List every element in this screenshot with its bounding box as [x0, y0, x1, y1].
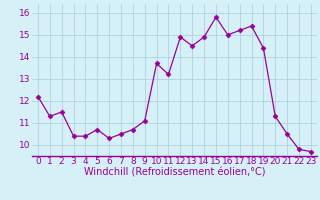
- X-axis label: Windchill (Refroidissement éolien,°C): Windchill (Refroidissement éolien,°C): [84, 168, 265, 178]
